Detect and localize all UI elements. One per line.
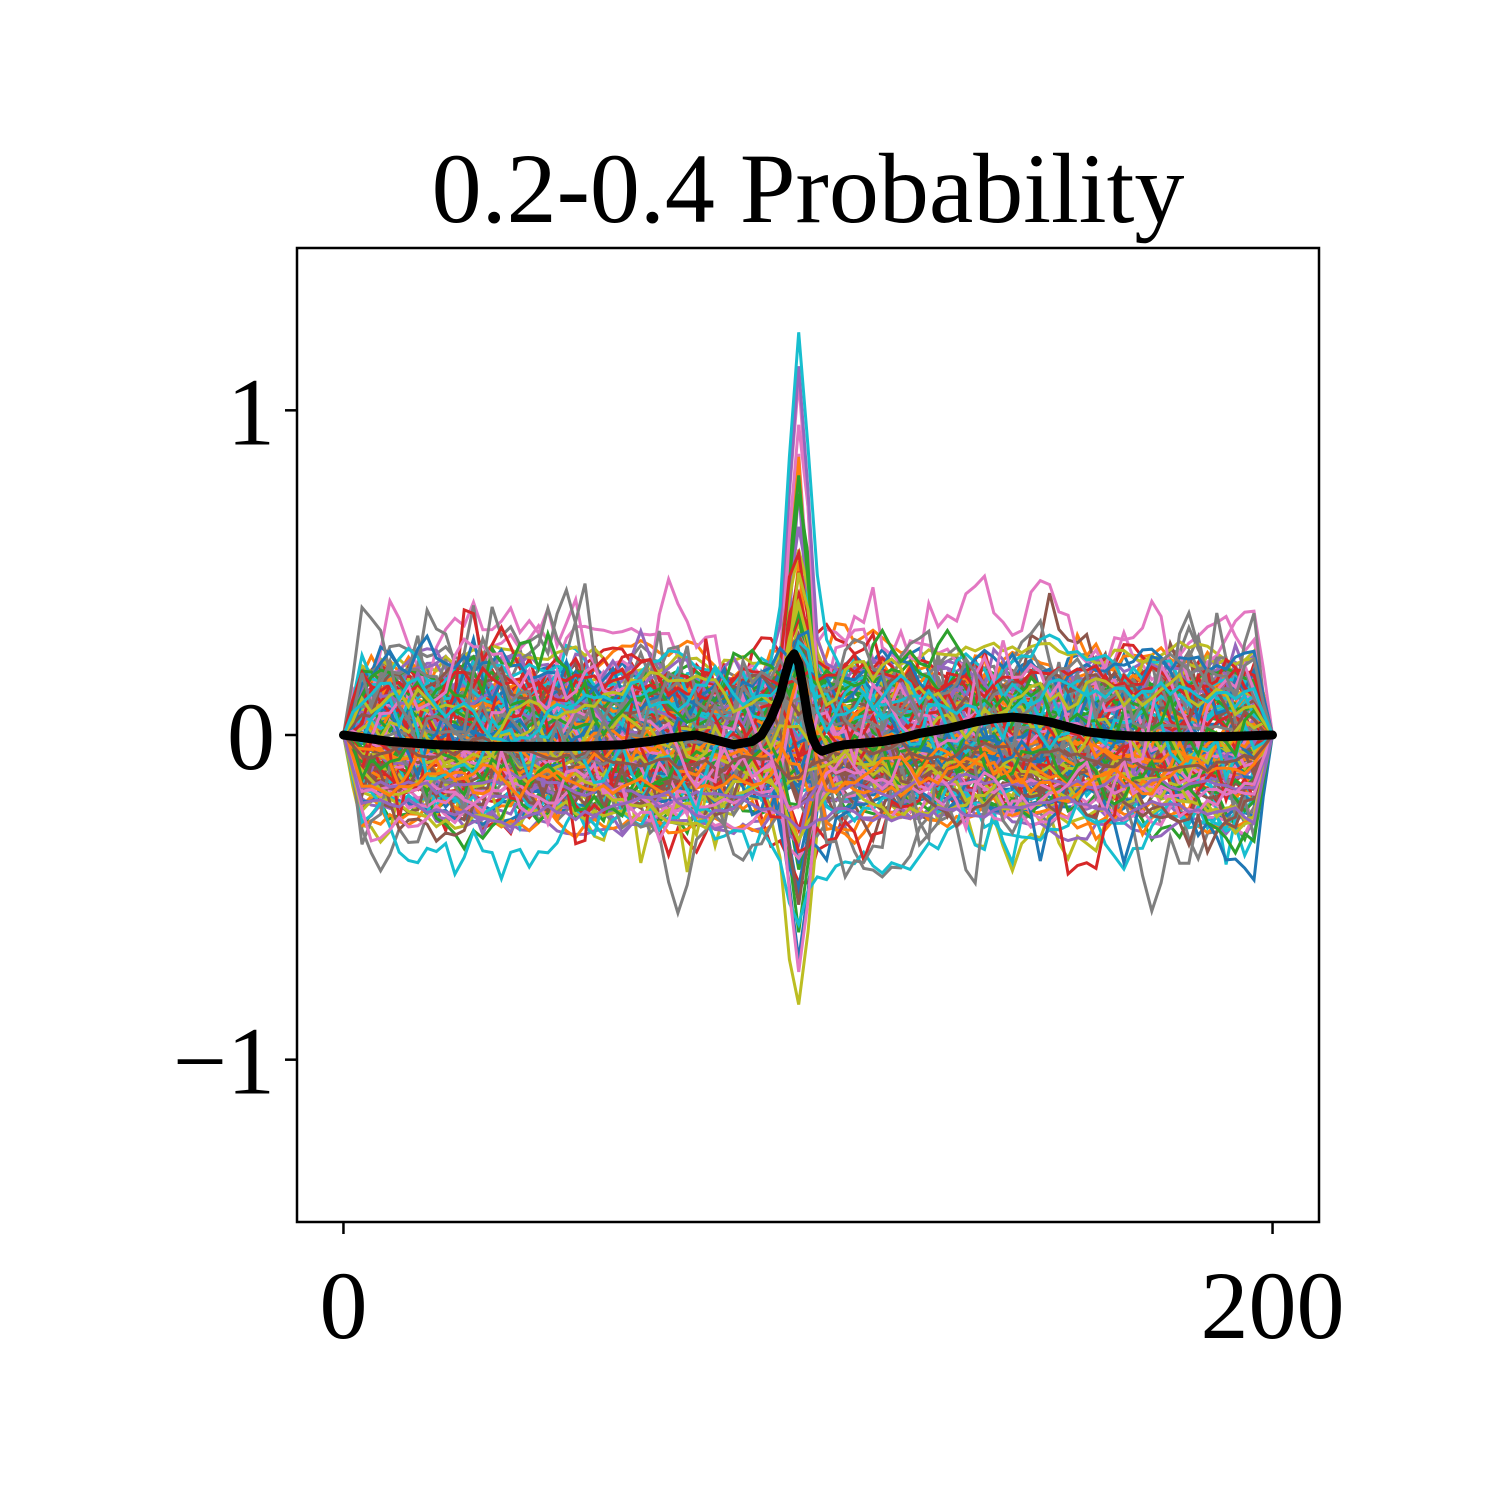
background-series-group xyxy=(342,332,1274,1005)
background-series-line xyxy=(342,644,1274,746)
background-series-line xyxy=(342,637,1274,813)
background-series-line xyxy=(342,657,1274,736)
mean-series-group xyxy=(339,649,1277,756)
x-tick-label: 0 xyxy=(319,1252,367,1359)
background-series-line xyxy=(342,629,1274,782)
background-series-line xyxy=(342,572,1274,743)
background-series-line xyxy=(342,493,1274,745)
background-series-line xyxy=(342,734,1274,831)
y-tick-label: 0 xyxy=(227,683,275,790)
chart-title: 0.2-0.4 Probability xyxy=(432,133,1185,244)
background-series-line xyxy=(342,734,1274,973)
background-series-line xyxy=(342,627,1274,759)
mean-series-line xyxy=(339,649,1277,756)
x-axis: 0 200 xyxy=(319,1222,1345,1359)
background-series-line xyxy=(343,639,1274,817)
y-tick-label: 1 xyxy=(227,358,275,465)
y-axis: −1 0 1 xyxy=(173,358,297,1115)
y-tick-label: −1 xyxy=(173,1008,275,1115)
background-series-line xyxy=(342,734,1274,811)
x-tick-label: 200 xyxy=(1201,1252,1345,1359)
